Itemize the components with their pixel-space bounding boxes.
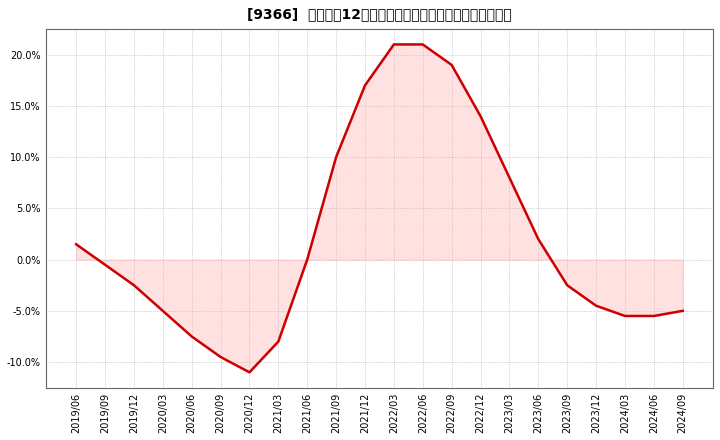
Title: [9366]  売上高の12か月移動合計の対前年同期増減率の推移: [9366] 売上高の12か月移動合計の対前年同期増減率の推移 — [247, 7, 512, 21]
